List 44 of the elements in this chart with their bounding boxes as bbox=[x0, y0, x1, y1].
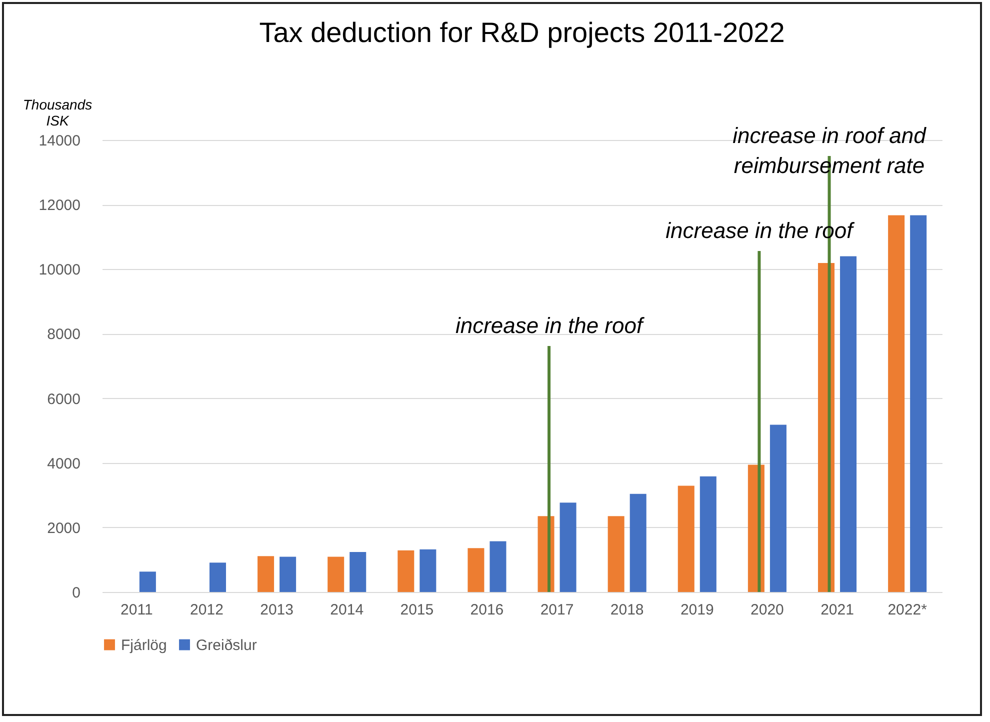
y-axis-title: Thousands ISK bbox=[22, 96, 92, 128]
y-tick-label: 8000 bbox=[47, 326, 80, 344]
bar bbox=[608, 516, 624, 592]
legend-label: Greiðslur bbox=[196, 636, 257, 654]
y-tick-label: 10000 bbox=[38, 262, 80, 279]
x-tick-label: 2012 bbox=[190, 602, 224, 618]
bar bbox=[420, 549, 436, 592]
bar bbox=[280, 556, 296, 592]
bar bbox=[560, 502, 576, 592]
bar bbox=[468, 548, 484, 592]
x-tick-label: 2016 bbox=[470, 602, 504, 618]
y-tick-label: 6000 bbox=[47, 390, 80, 408]
bar bbox=[209, 562, 226, 592]
y-tick-label: 14000 bbox=[38, 132, 80, 150]
bar bbox=[910, 215, 927, 592]
x-tick-label: 2018 bbox=[610, 602, 644, 618]
bar bbox=[490, 541, 506, 592]
x-tick-label: 2014 bbox=[330, 602, 364, 618]
bar bbox=[700, 476, 716, 592]
bar bbox=[398, 550, 414, 592]
x-tick-label: 2015 bbox=[400, 602, 434, 618]
x-tick-label: 2020 bbox=[750, 602, 784, 618]
legend-label: Fjárlög bbox=[121, 636, 167, 654]
x-tick-label: 2017 bbox=[540, 602, 574, 618]
bar bbox=[258, 556, 274, 592]
chart-title: Tax deduction for R&D projects 2011-2022 bbox=[259, 17, 785, 48]
y-tick-label: 0 bbox=[72, 584, 80, 602]
x-tick-label: 2011 bbox=[120, 602, 153, 618]
bar bbox=[678, 486, 694, 592]
bar bbox=[328, 556, 344, 592]
x-tick-label: 2022* bbox=[888, 602, 928, 618]
bar bbox=[888, 215, 905, 592]
bar bbox=[770, 424, 786, 592]
y-tick-label: 2000 bbox=[47, 520, 80, 537]
bar bbox=[139, 572, 156, 592]
x-tick-label: 2013 bbox=[260, 602, 294, 618]
x-tick-label: 2021 bbox=[820, 602, 854, 618]
bar bbox=[350, 552, 366, 592]
x-tick-label: 2019 bbox=[680, 602, 714, 618]
y-tick-label: 12000 bbox=[38, 197, 80, 214]
bar bbox=[630, 494, 646, 592]
ref-line-label: increase in the roof bbox=[455, 313, 646, 338]
bar bbox=[840, 256, 857, 592]
y-tick-label: 4000 bbox=[47, 455, 80, 472]
